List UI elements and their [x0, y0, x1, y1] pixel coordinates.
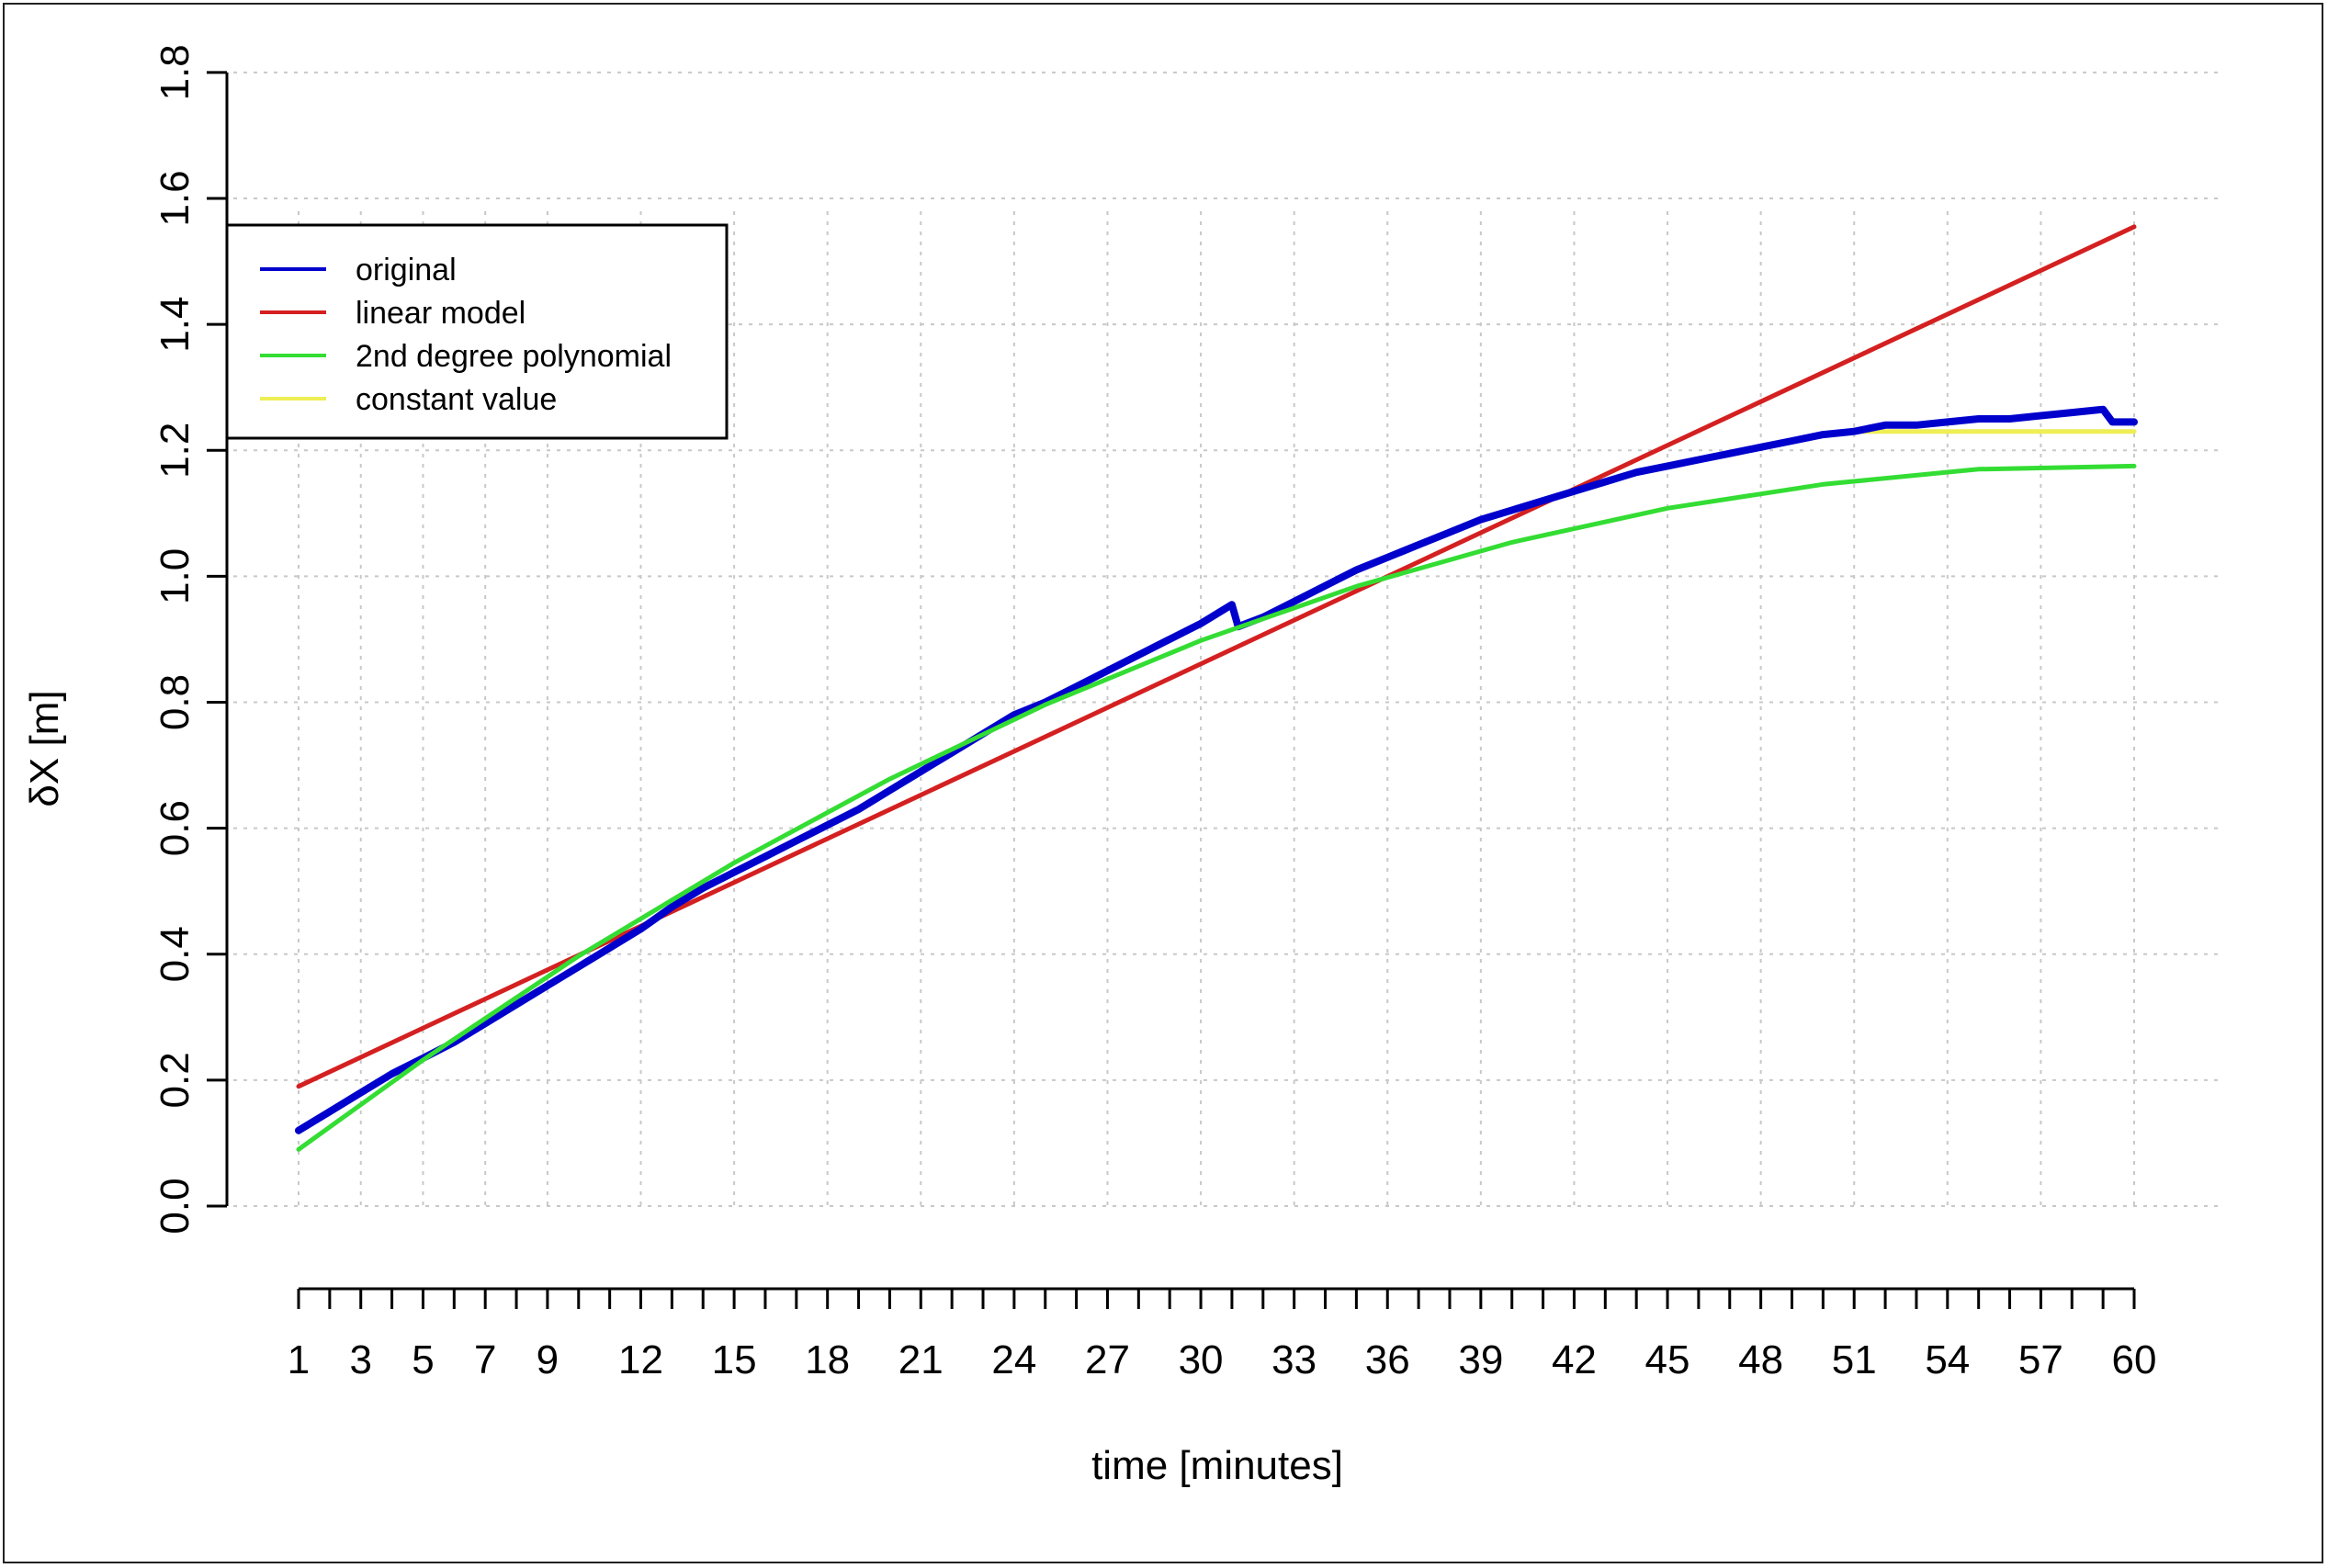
- x-tick-label: 51: [1832, 1337, 1877, 1382]
- y-axis: 0.0 0.2 0.4 0.6 0.8 1.0 1.2 1.4 1.6 1.8: [153, 44, 229, 1235]
- y-tick-label: 1.2: [153, 423, 198, 479]
- y-tick-label: 0.6: [153, 800, 198, 856]
- legend: original linear model 2nd degree polynomia…: [225, 223, 729, 440]
- x-tick-label: 39: [1458, 1337, 1503, 1382]
- x-tick-label: 3: [349, 1337, 371, 1382]
- series-line-original: [295, 405, 2138, 1134]
- x-tick-label: 54: [1925, 1337, 1970, 1382]
- x-tick-label: 12: [618, 1337, 663, 1382]
- x-tick-label: 42: [1552, 1337, 1597, 1382]
- x-tick-label: 27: [1085, 1337, 1130, 1382]
- series-layer: [295, 224, 2138, 1152]
- x-tick-label: 7: [474, 1337, 496, 1382]
- x-tick-label: 21: [898, 1337, 944, 1382]
- x-tick-label: 5: [412, 1337, 434, 1382]
- legend-box: [225, 223, 729, 440]
- x-tick-label: 36: [1365, 1337, 1410, 1382]
- x-tick-label: 33: [1271, 1337, 1317, 1382]
- y-tick-label: 1.4: [153, 297, 198, 353]
- x-tick-label: 9: [537, 1337, 559, 1382]
- y-tick-label: 0.2: [153, 1052, 198, 1108]
- y-tick-label: 1.8: [153, 44, 198, 100]
- grid-lines: [223, 71, 2219, 1208]
- y-tick-label: 0.4: [153, 926, 198, 982]
- y-tick-label: 0.8: [153, 674, 198, 730]
- y-tick-label: 0.0: [153, 1178, 198, 1234]
- legend-label: linear model: [356, 296, 525, 331]
- y-axis-label: δX [m]: [22, 690, 67, 807]
- x-tick-label: 45: [1645, 1337, 1690, 1382]
- x-tick-label: 48: [1738, 1337, 1783, 1382]
- y-tick-label: 1.6: [153, 170, 198, 226]
- x-tick-label: 24: [991, 1337, 1036, 1382]
- legend-label: 2nd degree polynomial: [356, 339, 672, 374]
- x-tick-label: 18: [805, 1337, 850, 1382]
- x-tick-label: 30: [1179, 1337, 1224, 1382]
- x-tick-label: 60: [2112, 1337, 2157, 1382]
- y-tick-label: 1.0: [153, 548, 198, 604]
- legend-label: original: [356, 253, 457, 288]
- x-axis: 1 3 5 7 9 12 15 18 21 24 27 30 33 36 39 42 45 48 51 54 57 60: [288, 1287, 2157, 1382]
- legend-label: constant value: [356, 382, 557, 417]
- chart-frame: 1 3 5 7 9 12 15 18 21 24 27 30 33 36 39 42 45 48 51 54 57 60 …: [3, 3, 2323, 1563]
- x-tick-label: 15: [712, 1337, 757, 1382]
- x-axis-label: time [minutes]: [1091, 1443, 1343, 1488]
- line-chart: 1 3 5 7 9 12 15 18 21 24 27 30 33 36 39 42 45 48 51 54 57 60 …: [22, 44, 2219, 1488]
- x-tick-label: 1: [288, 1337, 310, 1382]
- x-tick-label: 57: [2018, 1337, 2063, 1382]
- series-line-2nd-degree-polynomial: [296, 463, 2137, 1152]
